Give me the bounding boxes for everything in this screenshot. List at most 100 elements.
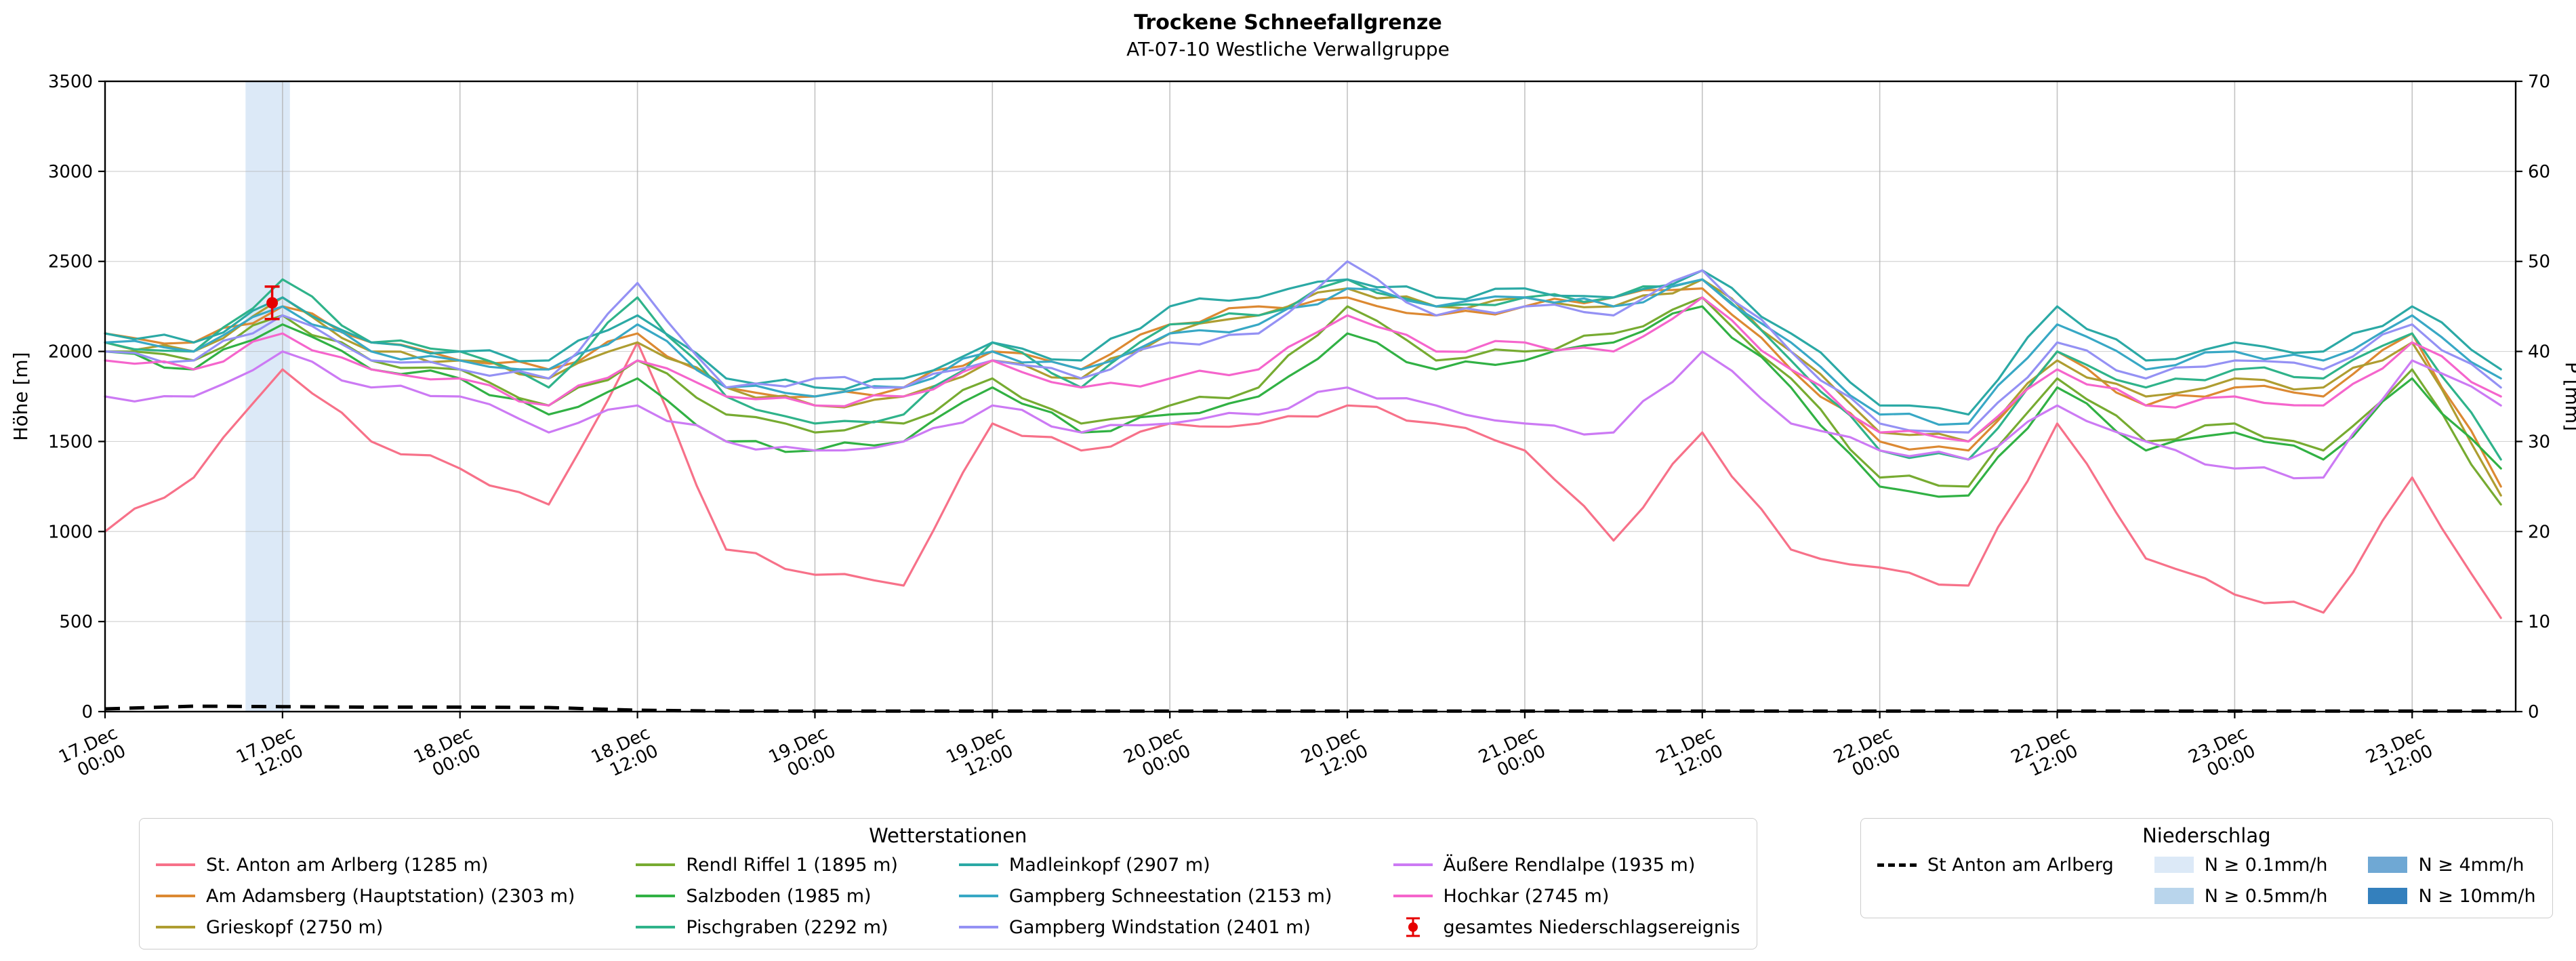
legend-precip-grid: St Anton am Arlberg N ≥ 0.1mm/h N ≥ 0.5mm/… — [1877, 853, 2536, 908]
legend-patch-swatch — [2154, 857, 2194, 873]
legend-label: Madleinkopf (2907 m) — [1008, 854, 1210, 876]
legend-label: Hochkar (2745 m) — [1443, 885, 1610, 907]
legend-item-precip-level-3: N ≥ 10mm/h — [2368, 884, 2536, 908]
legend-label: Äußere Rendlalpe (1935 m) — [1443, 854, 1696, 876]
legend-precip-title: Niederschlag — [2142, 824, 2271, 847]
gridlines — [104, 81, 2516, 712]
legend-label: gesamtes Niederschlagsereignis — [1443, 916, 1740, 938]
legend-line-swatch — [958, 895, 998, 897]
ylabel-right: P [mm] — [2561, 362, 2576, 431]
legend-stations-title: Wetterstationen — [869, 824, 1027, 847]
legend-item-grieskopf: Grieskopf (2750 m) — [156, 915, 575, 939]
legend-line-swatch — [958, 926, 998, 928]
ytick-right: 30 — [2528, 432, 2550, 452]
series-gampberg-schnee — [104, 278, 2502, 426]
legend-item-stanton-precip: St Anton am Arlberg — [1877, 853, 2114, 877]
legend-patch-swatch — [2154, 888, 2194, 904]
ticks-and-labels: 0 500 1000 1500 2000 2500 3000 3500 0 10 20 30 40 50 6… — [48, 72, 2550, 781]
legend-patch-swatch — [2368, 857, 2408, 873]
series-pischgraben — [104, 278, 2502, 461]
legend-label: N ≥ 10mm/h — [2418, 885, 2536, 907]
series-st-anton — [104, 341, 2502, 619]
event-marker — [264, 285, 280, 321]
legend-label: Am Adamsberg (Hauptstation) (2303 m) — [206, 885, 575, 907]
legend-patch-swatch — [2368, 888, 2408, 904]
series-rendlalpe — [104, 350, 2502, 480]
chart-plot: 0 500 1000 1500 2000 2500 3000 3500 0 10 20 30 40 50 6… — [9, 72, 2576, 781]
axes-spines — [104, 80, 2517, 713]
series-hochkar — [104, 296, 2502, 443]
legend-label: N ≥ 4mm/h — [2418, 854, 2524, 876]
legend-line-swatch — [156, 895, 195, 897]
legend-item-precip-level-1: N ≥ 0.5mm/h — [2154, 884, 2328, 908]
legend-dashed-swatch — [1877, 863, 1917, 867]
legend-line-swatch — [156, 863, 195, 866]
legend-label: N ≥ 0.5mm/h — [2204, 885, 2328, 907]
precip-bands — [245, 81, 290, 712]
legend-item-pischgraben: Pischgraben (2292 m) — [636, 915, 897, 939]
legend-item-rendl-riffel: Rendl Riffel 1 (1895 m) — [636, 853, 898, 877]
legend-label: Grieskopf (2750 m) — [206, 916, 384, 938]
precip-line — [104, 704, 2501, 713]
legend-precip: Niederschlag St Anton am Arlberg N ≥ 0.1m… — [1860, 818, 2553, 918]
ytick-right: 20 — [2528, 522, 2550, 542]
precip-dashed-line — [104, 704, 2501, 713]
legend-item-event: gesamtes Niederschlagsereignis — [1393, 915, 1740, 939]
legend-line-swatch — [636, 895, 676, 897]
legend-item-adamsberg: Am Adamsberg (Hauptstation) (2303 m) — [156, 884, 575, 908]
legend-line-swatch — [958, 863, 998, 866]
ytick-left: 500 — [59, 612, 93, 632]
legend-item-hochkar: Hochkar (2745 m) — [1393, 884, 1740, 908]
legend-label: Salzboden (1985 m) — [686, 885, 872, 907]
legend-stations-grid: St. Anton am Arlberg (1285 m) Am Adamsber… — [156, 853, 1740, 939]
precip-band — [245, 81, 290, 712]
ytick-right: 70 — [2528, 72, 2550, 92]
legend-stations: Wetterstationen St. Anton am Arlberg (12… — [139, 818, 1757, 949]
series-madleinkopf — [104, 269, 2502, 416]
ytick-left: 2500 — [48, 252, 93, 272]
ytick-left: 3500 — [48, 72, 93, 92]
event-marker-dot — [266, 297, 279, 309]
legend-item-rendlalpe: Äußere Rendlalpe (1935 m) — [1393, 853, 1740, 877]
legend-label: N ≥ 0.1mm/h — [2204, 854, 2328, 876]
legend-item-precip-level-2: N ≥ 4mm/h — [2368, 853, 2535, 877]
legend-line-swatch — [636, 863, 676, 866]
legend-label: Gampberg Windstation (2401 m) — [1008, 916, 1311, 938]
legend-line-swatch — [1393, 863, 1433, 866]
legend-label: Rendl Riffel 1 (1895 m) — [686, 854, 898, 876]
ytick-left: 2000 — [48, 342, 93, 363]
legend-item-salzboden: Salzboden (1985 m) — [636, 884, 897, 908]
ytick-right: 50 — [2528, 252, 2550, 272]
chart-title: Trockene Schneefallgrenze — [1134, 11, 1442, 35]
series-grieskopf — [104, 278, 2502, 497]
ytick-right: 0 — [2528, 702, 2539, 722]
ytick-right: 60 — [2528, 162, 2550, 182]
legend-item-gampberg-schnee: Gampberg Schneestation (2153 m) — [958, 884, 1332, 908]
legend-line-swatch — [156, 926, 195, 928]
ytick-left: 3000 — [48, 162, 93, 182]
ylabel-left: Höhe [m] — [9, 352, 32, 441]
series-adamsberg — [104, 287, 2502, 488]
legend-item-precip-level-0: N ≥ 0.1mm/h — [2154, 853, 2328, 877]
axes — [104, 80, 2517, 713]
legend-item-gampberg-wind: Gampberg Windstation (2401 m) — [958, 915, 1332, 939]
series-gampberg-wind — [104, 260, 2502, 434]
errorbar-icon — [1406, 917, 1420, 937]
legend-item-st-anton: St. Anton am Arlberg (1285 m) — [156, 853, 575, 877]
legend-line-swatch — [1393, 895, 1433, 897]
ytick-right: 10 — [2528, 612, 2550, 632]
legend-label: Pischgraben (2292 m) — [686, 916, 888, 938]
